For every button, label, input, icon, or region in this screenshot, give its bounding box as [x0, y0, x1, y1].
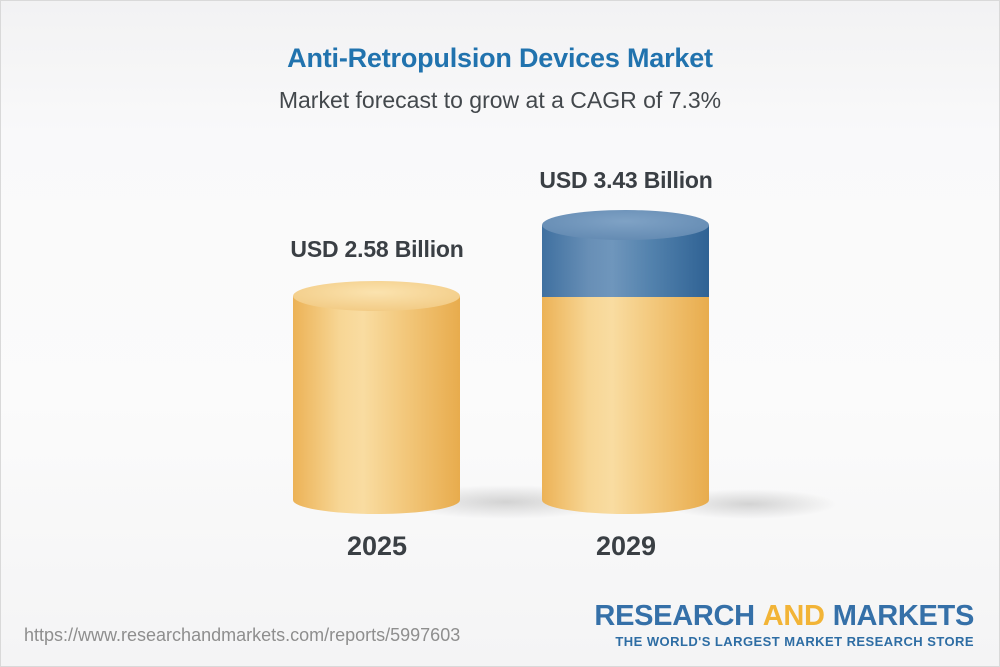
logo-tagline: THE WORLD'S LARGEST MARKET RESEARCH STOR…	[615, 634, 974, 650]
bar-2025-top	[293, 281, 460, 311]
bar-2029-base-body	[542, 297, 709, 515]
logo-word-research: RESEARCH	[594, 600, 755, 632]
logo-word-and: AND	[762, 600, 825, 632]
logo-wordmark: RESEARCH AND MARKETS	[594, 600, 975, 632]
bar-2025-body	[293, 296, 461, 515]
bar-2029-top	[542, 210, 709, 240]
category-label-2029: 2029	[595, 531, 657, 561]
research-and-markets-logo: RESEARCH AND MARKETS THE WORLD'S LARGEST…	[594, 600, 975, 650]
page-title: Anti-Retropulsion Devices Market	[287, 43, 713, 73]
value-label-2029: USD 3.43 Billion	[539, 167, 713, 193]
logo-word-markets: MARKETS	[832, 600, 975, 632]
bar-2029-growth-body	[542, 225, 709, 297]
category-label-2025: 2025	[346, 531, 408, 561]
value-label-2025: USD 2.58 Billion	[290, 236, 464, 262]
report-url: https://www.researchandmarkets.com/repor…	[24, 625, 461, 645]
page-subtitle: Market forecast to grow at a CAGR of 7.3…	[278, 87, 722, 113]
